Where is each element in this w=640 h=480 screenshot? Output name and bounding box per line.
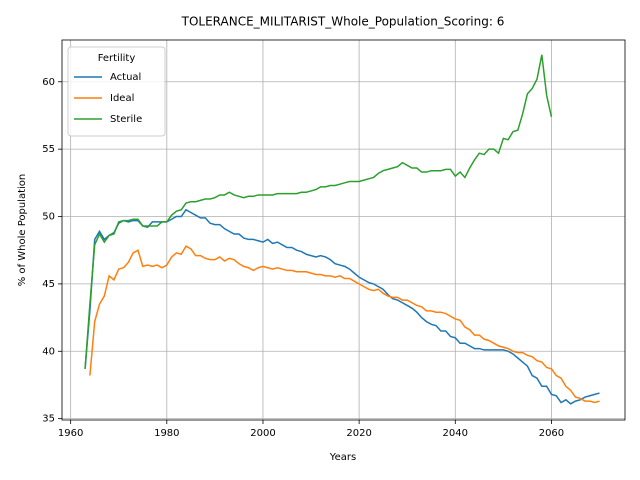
legend-label: Sterile (110, 114, 142, 125)
legend-label: Actual (110, 72, 141, 83)
x-tick-label: 1980 (154, 428, 179, 439)
legend-box (67, 46, 166, 137)
y-tick-label: 35 (42, 414, 55, 425)
y-axis-label: % of Whole Population (17, 174, 28, 287)
x-tick-label: 2040 (443, 428, 468, 439)
plot-frame (61, 39, 626, 421)
y-tick-label: 50 (42, 212, 55, 223)
legend-label: Ideal (110, 93, 134, 104)
series-line (89, 245, 600, 404)
series-line (84, 208, 600, 405)
x-tick-label: 2020 (346, 428, 371, 439)
y-tick-label: 40 (42, 346, 55, 357)
chart-title: TOLERANCE_MILITARIST_Whole_Population_Sc… (181, 15, 505, 29)
x-axis-label: Years (329, 452, 356, 463)
y-tick-label: 60 (42, 77, 55, 88)
series-line (84, 54, 553, 369)
x-tick-label: 2000 (250, 428, 275, 439)
y-tick-label: 55 (42, 144, 55, 155)
y-tick-label: 45 (42, 279, 55, 290)
x-tick-label: 2060 (539, 428, 564, 439)
legend-title: Fertility (98, 53, 136, 64)
x-tick-label: 1960 (58, 428, 83, 439)
